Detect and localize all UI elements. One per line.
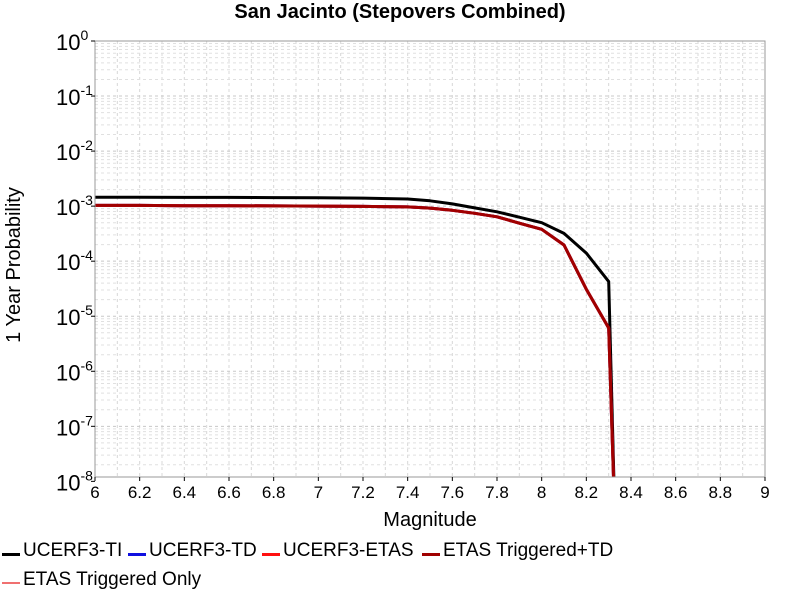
- x-tick-label: 9: [760, 483, 769, 502]
- axis-layer: 6 6.2 6.4 6.6 6.8 7 7.2 7.4 7.6 7.8 8 8.2 8.4 8.6 8.8 9…: [56, 27, 770, 502]
- x-axis-label: Magnitude: [383, 509, 476, 531]
- legend-item-ucerf3-etas: UCERF3-ETAS: [262, 540, 414, 562]
- x-tick-label: 6.2: [128, 483, 152, 502]
- y-tick-label: 10-1: [56, 82, 93, 110]
- x-tick-label: 6: [90, 483, 99, 502]
- x-tick-label: 7.4: [396, 483, 420, 502]
- y-tick-label: 10-6: [56, 357, 93, 385]
- x-tick-label: 7.8: [485, 483, 509, 502]
- legend-item-etas-triggered-td: ETAS Triggered+TD: [422, 540, 613, 562]
- legend-label: ETAS Triggered Only: [23, 569, 202, 590]
- y-tick-label: 10-3: [56, 192, 93, 220]
- y-tick-label: 10-4: [56, 247, 93, 275]
- legend-item-ucerf3-ti: UCERF3-TI: [2, 540, 122, 562]
- x-tick-label: 6.6: [217, 483, 241, 502]
- y-tick-label: 10-7: [56, 412, 93, 440]
- legend-swatch: [2, 552, 20, 556]
- y-axis-label: 1 Year Probability: [3, 187, 25, 343]
- legend-label: UCERF3-TI: [23, 540, 123, 561]
- legend: UCERF3-TI UCERF3-TD UCERF3-ETAS ETAS Tri…: [0, 538, 800, 600]
- grid-layer: [94, 40, 766, 477]
- legend-label: UCERF3-ETAS: [283, 540, 414, 561]
- legend-label: ETAS Triggered+TD: [443, 540, 614, 561]
- legend-item-etas-triggered-only: ETAS Triggered Only: [2, 569, 201, 591]
- x-tick-label: 8.8: [709, 483, 733, 502]
- series-line-etas-triggered-td: [95, 203, 615, 477]
- y-tick-label: 10-2: [56, 137, 93, 165]
- legend-swatch: [422, 552, 440, 556]
- x-tick-label: 6.8: [262, 483, 286, 502]
- y-tick-label: 10-5: [56, 302, 93, 330]
- x-tick-label: 6.4: [173, 483, 197, 502]
- legend-swatch: [128, 552, 146, 556]
- x-tick-label: 8.2: [575, 483, 599, 502]
- x-tick-label: 8.4: [619, 483, 643, 502]
- y-tick-label: 100: [56, 27, 88, 55]
- legend-swatch: [2, 582, 20, 584]
- series-layer: [95, 195, 616, 477]
- legend-label: UCERF3-TD: [149, 540, 257, 561]
- x-tick-label: 7.6: [441, 483, 465, 502]
- x-tick-label: 7: [314, 483, 323, 502]
- series-line-ucerf3-ti: [95, 195, 616, 477]
- legend-item-ucerf3-td: UCERF3-TD: [128, 540, 257, 562]
- chart-title: San Jacinto (Stepovers Combined): [234, 1, 565, 23]
- legend-swatch: [262, 552, 280, 556]
- plot-frame: [94, 40, 766, 478]
- x-tick-label: 8.6: [664, 483, 688, 502]
- x-tick-label: 8: [537, 483, 546, 502]
- y-tick-label: 10-8: [56, 467, 93, 495]
- x-tick-label: 7.2: [351, 483, 375, 502]
